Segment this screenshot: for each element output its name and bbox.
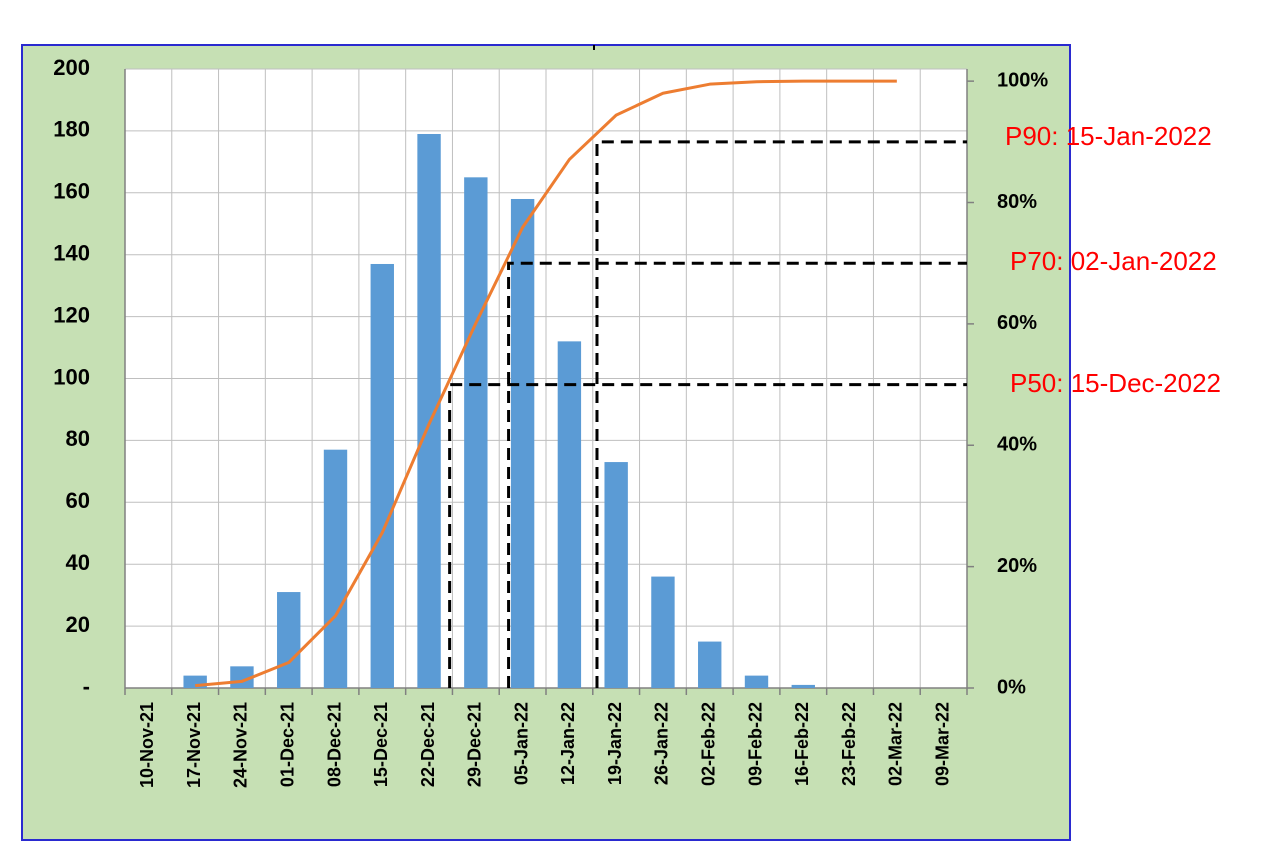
bar: [370, 263, 394, 688]
y2-tick-label: 60%: [997, 312, 1037, 334]
x-tick-label: 24-Nov-21: [231, 702, 251, 788]
percentile-annotation: P70: 02-Jan-2022: [1010, 246, 1217, 276]
x-tick-label: 10-Nov-21: [137, 702, 157, 788]
bar: [557, 341, 582, 688]
x-tick-label: 23-Feb-22: [839, 702, 859, 786]
y2-tick-label: 20%: [997, 555, 1037, 577]
y-tick-label: 200: [53, 55, 90, 80]
y2-tick-label: 40%: [997, 434, 1037, 456]
x-tick-label: 09-Mar-22: [932, 702, 952, 786]
x-tick-label: 26-Jan-22: [652, 702, 672, 785]
bar: [651, 576, 675, 688]
y-tick-label: 100: [53, 364, 90, 389]
x-tick-label: 16-Feb-22: [792, 702, 812, 786]
percentile-annotation: P50: 15-Dec-2022: [1010, 368, 1221, 398]
x-tick-label: 09-Feb-22: [745, 702, 765, 786]
x-tick-label: 19-Jan-22: [605, 702, 625, 785]
bar: [417, 133, 441, 688]
bar: [510, 198, 535, 689]
x-tick-label: 01-Dec-21: [277, 702, 297, 787]
y2-tick-label: 80%: [997, 191, 1037, 213]
y-tick-label: 60: [66, 488, 90, 513]
percentile-line: [507, 261, 967, 688]
y2-tick-label: 100%: [997, 69, 1048, 91]
cumulative-line: [195, 79, 897, 688]
x-tick-label: 05-Jan-22: [511, 702, 531, 785]
bar: [464, 177, 488, 688]
bar: [791, 684, 815, 688]
y-tick-label: 140: [53, 241, 90, 266]
y2-tick-label: 0%: [997, 676, 1026, 698]
y-tick-label: 160: [53, 179, 90, 204]
percentile-line: [448, 383, 967, 688]
y-tick-label: 20: [66, 612, 90, 637]
x-tick-label: 22-Dec-21: [418, 702, 438, 787]
x-tick-label: 12-Jan-22: [558, 702, 578, 785]
x-tick-label: 02-Mar-22: [886, 702, 906, 786]
y-tick-label: -: [83, 674, 90, 699]
bar: [604, 462, 628, 688]
y-tick-label: 80: [66, 426, 90, 451]
x-tick-label: 29-Dec-21: [465, 702, 485, 787]
percentile-annotation: P90: 15-Jan-2022: [1005, 121, 1212, 151]
x-tick-label: 15-Dec-21: [371, 702, 391, 787]
percentile-line: [595, 140, 967, 688]
y-tick-label: 120: [53, 302, 90, 327]
bar: [323, 449, 348, 688]
y-tick-label: 40: [66, 550, 90, 575]
bar: [698, 641, 722, 688]
y-tick-label: 180: [53, 117, 90, 142]
bar: [744, 675, 769, 688]
x-tick-label: 08-Dec-21: [324, 702, 344, 787]
x-tick-label: 17-Nov-21: [184, 702, 204, 788]
bar: [277, 592, 301, 688]
x-tick-label: 02-Feb-22: [698, 702, 718, 786]
